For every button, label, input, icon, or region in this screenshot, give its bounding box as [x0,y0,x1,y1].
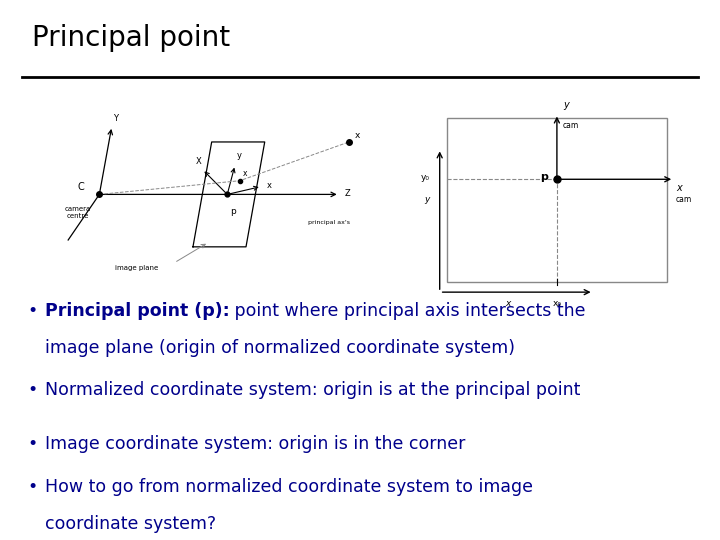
Text: •: • [27,478,37,496]
Bar [447,118,667,282]
Text: p: p [230,207,236,216]
Text: C: C [77,182,84,192]
Text: principal ax's: principal ax's [308,220,351,225]
Text: y: y [237,151,242,160]
Text: p: p [540,172,548,182]
Text: x: x [505,299,510,308]
Text: •: • [27,435,37,453]
Text: y: y [563,99,569,110]
Text: Principal point: Principal point [32,24,230,52]
Text: image plane: image plane [115,265,158,271]
Text: Principal point (p):: Principal point (p): [45,302,230,320]
Text: Z: Z [344,189,350,198]
Text: •: • [27,302,37,320]
Text: Y: Y [114,113,118,123]
Text: x₀: x₀ [552,299,562,308]
Text: Normalized coordinate system: origin is at the principal point: Normalized coordinate system: origin is … [45,381,580,399]
Text: y: y [425,195,430,204]
Text: Image coordinate system: origin is in the corner: Image coordinate system: origin is in th… [45,435,465,453]
Text: x: x [243,170,248,178]
Text: coordinate system?: coordinate system? [45,515,216,532]
Text: camera
centre: camera centre [64,206,91,219]
Text: X: X [196,157,202,166]
Text: How to go from normalized coordinate system to image: How to go from normalized coordinate sys… [45,478,533,496]
Text: x: x [355,131,361,140]
Text: cam: cam [563,121,580,130]
Text: x: x [677,184,683,193]
Text: image plane (origin of normalized coordinate system): image plane (origin of normalized coordi… [45,339,515,357]
Text: cam: cam [675,194,692,204]
Text: x: x [266,181,271,190]
Text: point where principal axis intersects the: point where principal axis intersects th… [230,302,586,320]
Text: •: • [27,381,37,399]
Text: y₀: y₀ [421,173,430,182]
